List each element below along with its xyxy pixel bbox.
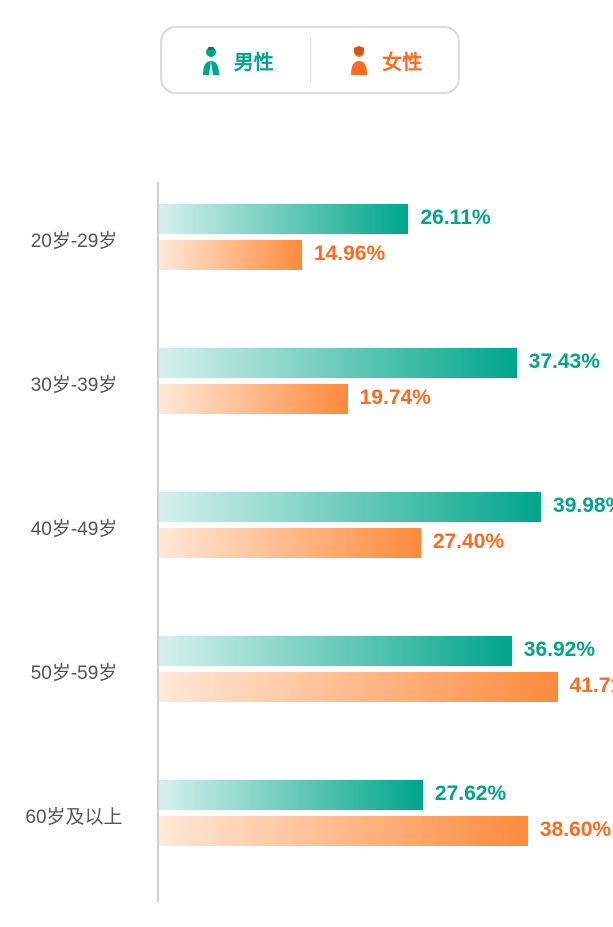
value-female: 38.60%	[540, 818, 611, 842]
value-female: 41.71%	[570, 674, 613, 698]
bar-female	[159, 672, 558, 702]
male-icon	[198, 44, 224, 76]
value-female: 14.96%	[314, 242, 385, 266]
bar-group: 40岁-49岁 39.98% 27.40%	[0, 492, 613, 572]
chart-area: 20岁-29岁 26.11% 14.96% 30岁-39岁 37.43% 19.74% 40…	[0, 180, 613, 915]
bar-male	[159, 492, 541, 522]
value-male: 36.92%	[524, 638, 595, 662]
bar-male	[159, 636, 512, 666]
bar-group: 20岁-29岁 26.11% 14.96%	[0, 204, 613, 284]
value-male: 39.98%	[553, 494, 613, 518]
value-male: 37.43%	[529, 350, 600, 374]
category-label: 30岁-39岁	[0, 370, 148, 397]
bar-female	[159, 528, 421, 558]
bar-group: 50岁-59岁 36.92% 41.71%	[0, 636, 613, 716]
bar-male	[159, 780, 423, 810]
bar-male	[159, 348, 517, 378]
bar-male	[159, 204, 408, 234]
legend-male-label: 男性	[234, 46, 274, 75]
legend-box: 男性 女性	[160, 26, 460, 94]
value-male: 26.11%	[420, 206, 490, 230]
category-label: 40岁-49岁	[0, 514, 148, 541]
category-label: 60岁及以上	[0, 802, 148, 829]
legend-male: 男性	[162, 28, 310, 92]
value-female: 27.40%	[433, 530, 504, 554]
category-label: 20岁-29岁	[0, 226, 148, 253]
bar-group: 30岁-39岁 37.43% 19.74%	[0, 348, 613, 428]
bar-female	[159, 816, 528, 846]
category-label: 50岁-59岁	[0, 658, 148, 685]
value-female: 19.74%	[360, 386, 431, 410]
legend-female-label: 女性	[382, 46, 422, 75]
bar-female	[159, 384, 348, 414]
female-icon	[346, 44, 372, 76]
bar-group: 60岁及以上 27.62% 38.60%	[0, 780, 613, 860]
bar-female	[159, 240, 302, 270]
legend-female: 女性	[311, 28, 459, 92]
chart-root: 男性 女性 20岁-29岁 26.11% 14.96% 30岁-39岁 37.43% 19…	[0, 0, 613, 927]
value-male: 27.62%	[435, 782, 506, 806]
